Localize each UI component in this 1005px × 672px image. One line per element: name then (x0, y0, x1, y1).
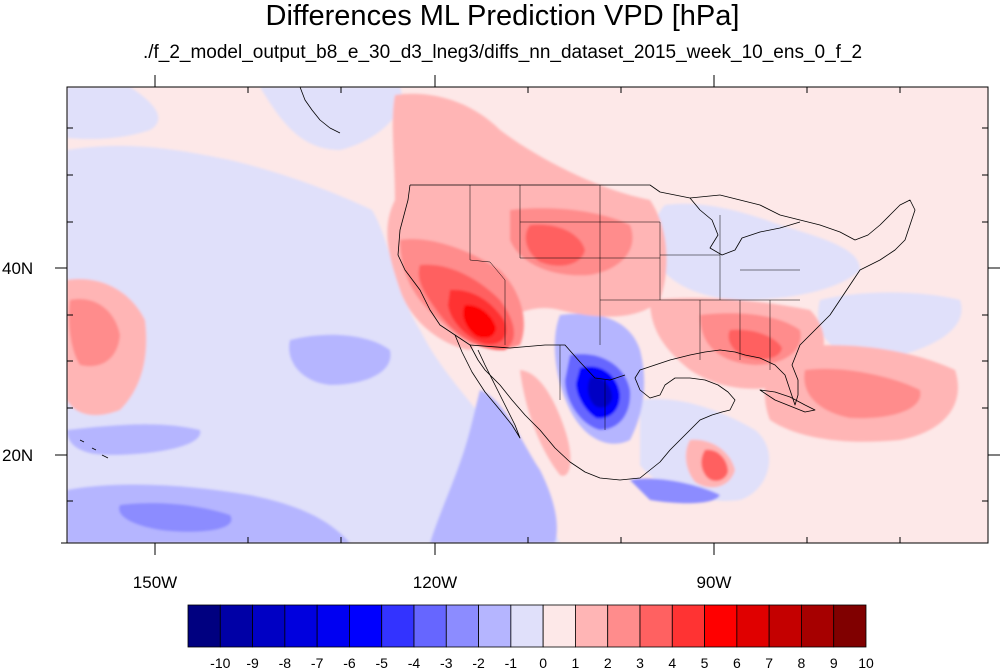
baja-light-red (520, 370, 571, 476)
colorbar-label: -6 (343, 655, 356, 671)
east-us-light-blue (653, 203, 860, 300)
north-pacific-light-blue (67, 87, 159, 140)
rockies-red (525, 224, 585, 266)
colorbar-box (445, 604, 479, 648)
lon-label-120w: 120W (413, 573, 457, 592)
colorbar-label: 10 (858, 655, 874, 671)
colorbar-box (542, 604, 576, 648)
colorbar-box (252, 604, 286, 648)
colorbar-box (413, 604, 447, 648)
us-mexico-border (469, 344, 626, 381)
pacific-blue-band (430, 390, 557, 543)
pacific-west-red (68, 299, 120, 367)
arizona-core-red (463, 304, 496, 338)
colorbar-box (575, 604, 609, 648)
lon-label-90w: 90W (697, 573, 732, 592)
alaska-coast (299, 87, 341, 134)
colorbar-box (607, 604, 641, 648)
colorbar-box (639, 604, 673, 648)
gulf-blue-strip (630, 478, 720, 504)
colorbar-label: -9 (246, 655, 259, 671)
colorbar-label: -10 (210, 655, 230, 671)
colorbar-label: 5 (701, 655, 709, 671)
colorbar-box (768, 604, 802, 648)
colorbar-box (187, 604, 221, 648)
colorbar-box (316, 604, 350, 648)
atlantic-light-blue (818, 292, 962, 360)
georgia-red (728, 329, 782, 360)
colorbar-label: 8 (798, 655, 806, 671)
colorbar-label: 3 (636, 655, 644, 671)
colorbar-label: -7 (311, 655, 324, 671)
colorbar-label: 9 (830, 655, 838, 671)
chart-title: Differences ML Prediction VPD [hPa] (265, 0, 740, 32)
atlantic-red (804, 368, 921, 419)
colorbar-box (833, 604, 867, 648)
colorbar-label: 7 (765, 655, 773, 671)
great-lakes (689, 197, 801, 256)
cuba (759, 389, 816, 413)
colorbar-box (381, 604, 415, 648)
colorbar-label: -1 (505, 655, 518, 671)
colorbar-box (801, 604, 835, 648)
pacific-blue-patch (289, 334, 391, 385)
colorbar-label: -8 (279, 655, 292, 671)
colorbar-label: 6 (733, 655, 741, 671)
colorbar: -10 -9 -8 -7 -6 -5 -4 -3 -2 -1 0 1 2 3 4 5 6 7 8 9 10 (187, 604, 874, 671)
hawaii-islands (79, 439, 109, 459)
us-canada-border (410, 184, 721, 199)
colorbar-box (704, 604, 738, 648)
anomaly-field (67, 87, 962, 543)
colorbar-label: -2 (472, 655, 485, 671)
caribbean-red (701, 449, 728, 481)
latitude-labels: 40N 20N (2, 259, 33, 465)
colorbar-label: -5 (375, 655, 388, 671)
hawaii-blue-stripe (67, 424, 201, 455)
lon-label-150w: 150W (133, 573, 177, 592)
colorbar-box (671, 604, 705, 648)
colorbar-box (284, 604, 318, 648)
chart-subtitle: ./f_2_model_output_b8_e_30_d3_lneg3/diff… (142, 42, 863, 63)
colorbar-box (349, 604, 383, 648)
colorbar-label: -4 (408, 655, 421, 671)
map-panel (67, 87, 988, 543)
alaska-light-blue (260, 87, 402, 150)
boundaries (79, 87, 916, 481)
colorbar-box (219, 604, 253, 648)
south-pacific-blue-2 (119, 503, 232, 532)
baja-coastline (454, 334, 521, 439)
lat-label-40n: 40N (2, 259, 33, 278)
colorbar-box (510, 604, 544, 648)
mexico-blue-core (587, 377, 612, 408)
map-frame (55, 75, 1000, 555)
state-lines (469, 185, 800, 430)
colorbar-label: 0 (539, 655, 547, 671)
colorbar-label: 4 (668, 655, 676, 671)
colorbar-label: 1 (572, 655, 580, 671)
north-america-coastline (397, 184, 916, 481)
longitude-labels: 150W 120W 90W (133, 573, 732, 592)
lat-label-20n: 20N (2, 446, 33, 465)
colorbar-label: -3 (440, 655, 453, 671)
colorbar-box (478, 604, 512, 648)
colorbar-box (736, 604, 770, 648)
colorbar-label: 2 (604, 655, 612, 671)
